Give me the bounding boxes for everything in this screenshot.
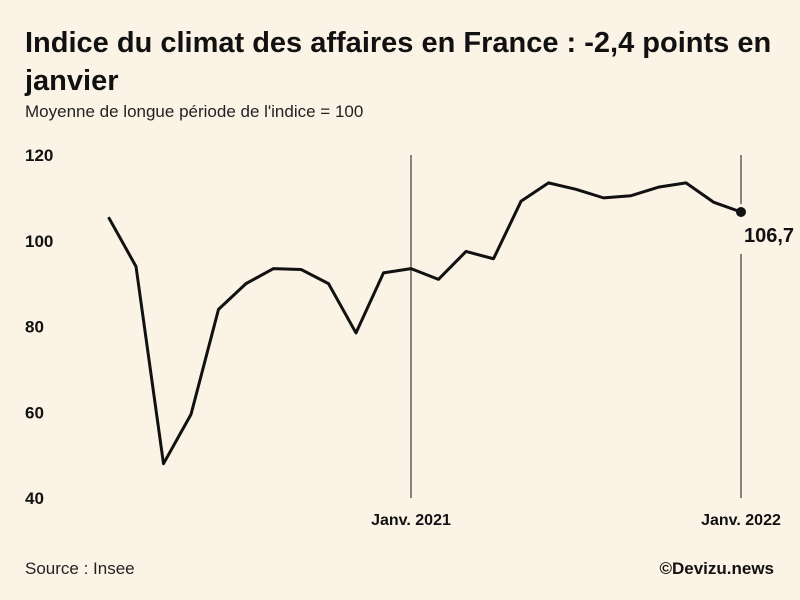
x-marker-label: Janv. 2022 <box>701 512 781 529</box>
y-tick-label: 60 <box>25 403 44 422</box>
source-note: Source : Insee <box>25 559 135 578</box>
y-tick-label: 40 <box>25 489 44 508</box>
chart-title: Indice du climat des affaires en France … <box>25 27 772 97</box>
y-tick-label: 80 <box>25 318 44 337</box>
series-line <box>107 181 742 466</box>
x-marker-label: Janv. 2021 <box>371 512 451 529</box>
y-tick-label: 100 <box>25 232 53 251</box>
chart-subtitle: Moyenne de longue période de l'indice = … <box>25 102 364 121</box>
credit-note: ©Devizu.news <box>659 559 774 578</box>
last-value-label: 106,7 <box>744 225 794 247</box>
last-point-marker <box>736 207 746 218</box>
y-tick-label: 120 <box>25 146 53 165</box>
